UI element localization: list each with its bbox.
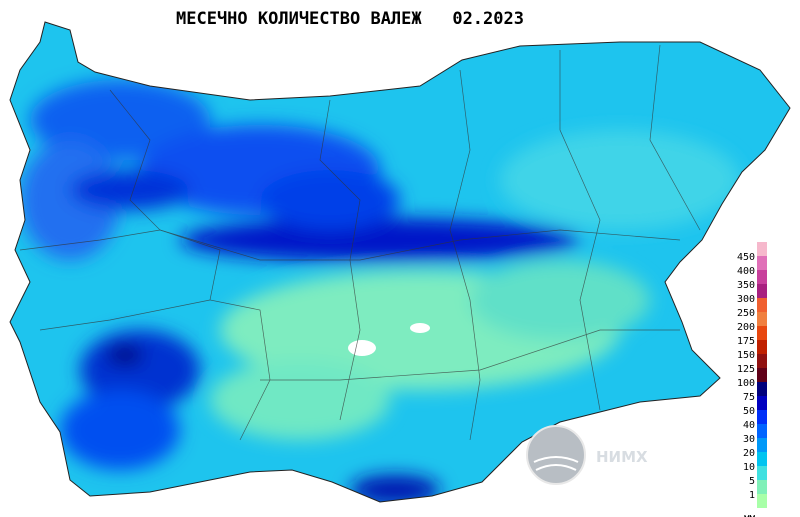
legend-swatch [757,494,767,508]
legend-swatch [757,270,767,284]
legend-swatch [757,452,767,466]
legend-label: 400 [737,266,755,277]
legend-swatch [757,340,767,354]
legend-label: 5 [749,476,755,487]
legend-swatch [757,424,767,438]
legend-swatch [757,382,767,396]
legend-label: 300 [737,294,755,305]
legend-swatch [757,298,767,312]
legend-label: 350 [737,280,755,291]
legend-swatch [757,242,767,256]
legend-swatch [757,326,767,340]
legend-swatch [757,368,767,382]
legend-swatch [757,396,767,410]
legend-label: 150 [737,350,755,361]
legend-swatch [757,284,767,298]
legend-label: 75 [743,392,755,403]
legend-swatch [757,480,767,494]
map-title: МЕСЕЧНО КОЛИЧЕСТВО ВАЛЕЖ 02.2023 [176,9,524,29]
legend-label: 1 [749,490,755,501]
legend-label: 40 [743,420,755,431]
logo-text: НИМХ [596,448,648,466]
legend-swatch [757,410,767,424]
legend-label: 10 [743,462,755,473]
legend-label: 100 [737,378,755,389]
legend-label: 175 [737,336,755,347]
legend-swatch [757,354,767,368]
legend-swatch [757,312,767,326]
legend-label: 50 [743,406,755,417]
logo: НИМХ [526,425,648,485]
legend-swatch [757,256,767,270]
legend: 450 400 350 300 250 200 175 150 125 100 75 50 40 30 20… [737,242,767,517]
legend-label: 200 [737,322,755,333]
legend-label: 125 [737,364,755,375]
legend-unit: мм [744,513,755,517]
legend-swatch [757,438,767,452]
legend-label: 30 [743,434,755,445]
legend-label: 250 [737,308,755,319]
legend-label: 450 [737,252,755,263]
legend-swatch [757,466,767,480]
legend-label: 20 [743,448,755,459]
